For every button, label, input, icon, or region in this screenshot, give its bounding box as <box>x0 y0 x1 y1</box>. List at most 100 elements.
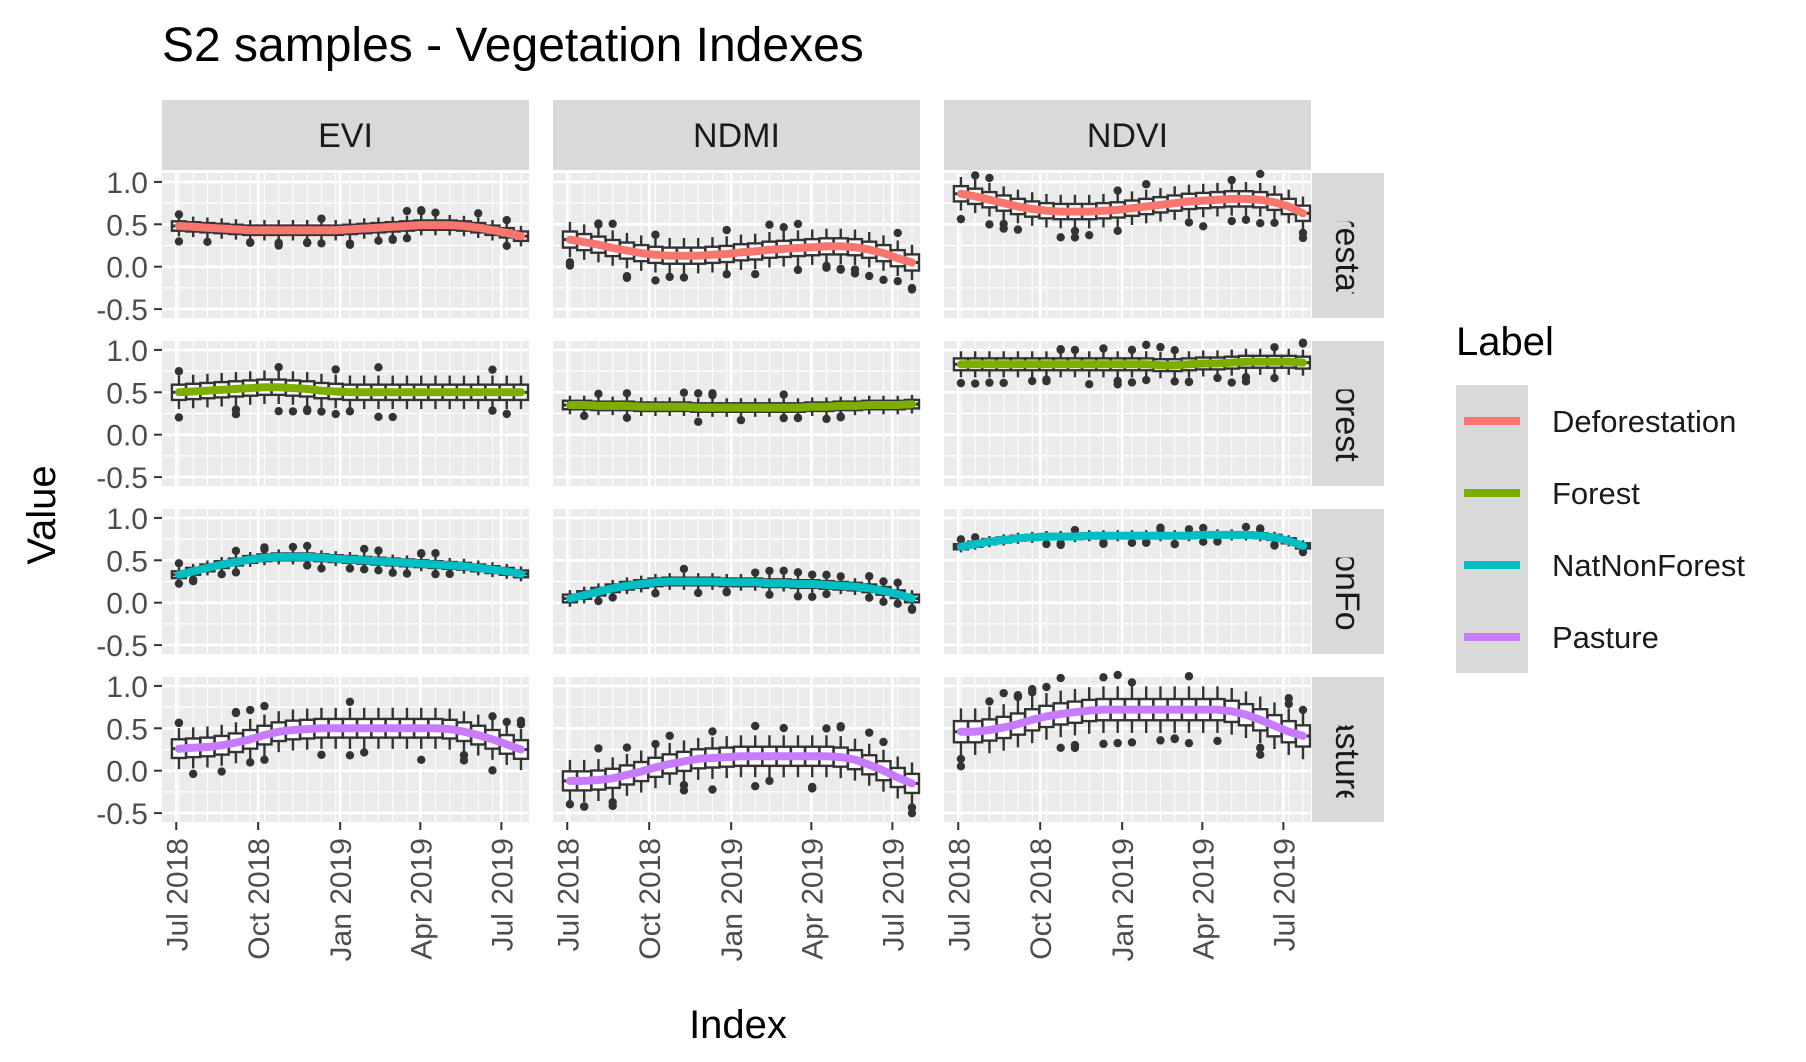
box-outlier <box>1184 218 1194 227</box>
box-outlier <box>1199 222 1208 231</box>
box-outlier <box>1142 340 1151 350</box>
box-outlier <box>502 215 511 225</box>
box-outlier <box>793 219 803 229</box>
strip-label-ndvi: NDVI <box>1087 117 1168 155</box>
box-outlier <box>608 593 617 602</box>
box-outlier <box>907 604 917 613</box>
box-outlier <box>751 568 760 577</box>
box-outlier <box>1027 688 1037 697</box>
box-outlier <box>1170 539 1179 549</box>
box-outlier <box>736 416 746 425</box>
box-outlier <box>1227 378 1236 387</box>
box-outlier <box>1184 672 1194 681</box>
box-outlier <box>751 782 760 791</box>
box-outlier <box>999 224 1008 233</box>
box-outlier <box>360 748 369 757</box>
box-outlier <box>1213 373 1222 383</box>
box-outlier <box>793 592 803 601</box>
box-outlier <box>608 219 617 228</box>
box-outlier <box>274 406 283 416</box>
box-outlier <box>793 568 803 577</box>
box-outlier <box>822 263 831 272</box>
box-outlier <box>836 412 845 421</box>
box-outlier <box>203 237 212 246</box>
box-outlier <box>1056 673 1065 683</box>
trend-line-pasture <box>565 752 916 788</box>
y-tick-label: -0.5 <box>96 630 148 663</box>
box-outlier <box>985 378 994 387</box>
panel-deforestation-ndmi <box>553 173 921 318</box>
trend-line-natnonforest <box>174 552 525 579</box>
y-tick-label: 0.5 <box>106 209 148 242</box>
strip-ndmi <box>553 100 920 170</box>
box-outlier <box>402 569 412 578</box>
box-outlier <box>579 802 589 811</box>
strip-label-ndmi: NDMI <box>693 117 780 155</box>
box-outlier <box>245 705 255 715</box>
box-outlier <box>1142 180 1151 189</box>
box-outlier <box>722 225 731 235</box>
box-outlier <box>1256 750 1265 759</box>
box-outlier <box>331 409 340 419</box>
box-outlier <box>970 533 980 542</box>
box-outlier <box>1270 218 1279 228</box>
box-outlier <box>1298 547 1308 557</box>
box-outlier <box>1113 380 1122 389</box>
box-outlier <box>594 389 603 399</box>
box-outlier <box>751 721 760 731</box>
box-outlier <box>174 237 184 246</box>
box-outlier <box>1013 225 1023 234</box>
box-outlier <box>1170 734 1179 744</box>
box-outlier <box>1070 525 1080 535</box>
box-outlier <box>622 389 632 398</box>
row-strip-label-natnonforest: NatNonForest <box>1328 476 1366 688</box>
chart-title: S2 samples - Vegetation Indexes <box>162 19 864 72</box>
row-strip-deforestation <box>1312 173 1384 318</box>
trend-line-deforestation <box>565 235 916 267</box>
row-strip-label-deforestation: Deforestation <box>1328 144 1366 346</box>
box-outlier <box>1113 186 1122 195</box>
x-axis: Jul 2018 Oct 2018 Jan 2019 Apr 2019 Jul 2019… <box>161 822 1301 961</box>
box-outlier <box>488 365 497 374</box>
box-outlier <box>317 407 326 416</box>
box-outlier <box>907 283 917 293</box>
panel-pasture-ndmi <box>553 677 921 822</box>
box-outlier <box>879 737 888 747</box>
box-outlier <box>302 238 312 248</box>
box-outlier <box>402 206 412 216</box>
x-tick-label: Apr 2019 <box>405 838 438 960</box>
box-outlier <box>288 542 298 552</box>
box-outlier <box>1042 375 1051 384</box>
legend-label-forest: Forest <box>1552 476 1640 511</box>
trend-line-pasture <box>956 705 1307 740</box>
box-outlier <box>1084 380 1094 389</box>
box-outlier <box>608 797 617 807</box>
box-outlier <box>679 786 689 795</box>
x-tick-label: Jan 2019 <box>1107 838 1140 961</box>
box-outlier <box>302 406 312 416</box>
box-outlier <box>594 220 603 229</box>
box-outlier <box>822 589 831 599</box>
box-outlier <box>345 407 355 416</box>
box-outlier <box>1070 226 1080 236</box>
box-outlier <box>1256 524 1265 533</box>
strip-evi <box>162 100 529 170</box>
y-tick-label: 0.5 <box>106 545 148 578</box>
box-outlier <box>1170 346 1179 355</box>
x-tick-label: Jan 2019 <box>325 838 358 961</box>
panel-natnonforest-ndvi <box>944 509 1312 654</box>
box-outlier <box>1184 525 1194 534</box>
row-strip-natnonforest <box>1312 509 1384 654</box>
box-outlier <box>765 220 774 229</box>
box-outlier <box>708 727 717 736</box>
box-outlier <box>893 228 902 238</box>
box-outlier <box>388 234 397 244</box>
box-outlier <box>274 241 283 250</box>
box-outlier <box>1213 736 1222 746</box>
trend-line-deforestation <box>174 221 525 241</box>
box-outlier <box>445 569 454 579</box>
box-outlier <box>594 744 603 753</box>
box-outlier <box>174 413 184 422</box>
panel-deforestation-ndvi <box>944 169 1312 318</box>
box-outlier <box>417 755 426 764</box>
